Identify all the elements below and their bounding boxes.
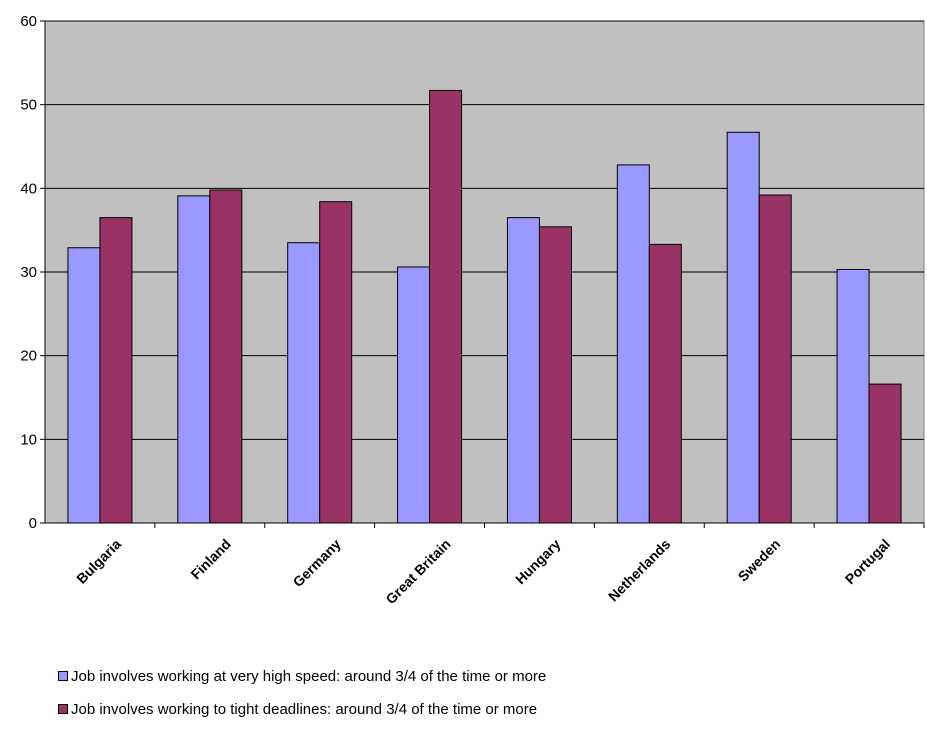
y-tick-label: 50 [20, 97, 37, 114]
legend-label-series-2: Job involves working to tight deadlines:… [71, 700, 538, 718]
y-tick-label: 20 [20, 348, 37, 365]
bar-finland-series-2 [209, 189, 243, 524]
category-label: Finland [187, 536, 234, 583]
bar-bulgaria-series-1 [67, 247, 101, 524]
bar-hungary-series-1 [506, 217, 540, 524]
category-label: Hungary [512, 536, 564, 588]
category-label: Great Britain [382, 536, 453, 607]
y-tick-labels: 0 10 20 30 40 50 60 [20, 13, 37, 532]
y-tick-label: 30 [20, 264, 37, 281]
category-label: Germany [290, 536, 344, 590]
legend-item-series-2: Job involves working to tight deadlines:… [58, 699, 546, 719]
legend: Job involves working at very high speed:… [58, 666, 546, 732]
bar-bulgaria-series-2 [99, 217, 133, 524]
bar-finland-series-1 [177, 195, 211, 524]
bar-hungary-series-2 [538, 226, 572, 524]
category-label: Sweden [735, 536, 784, 585]
bars [67, 89, 902, 524]
category-label: Netherlands [605, 536, 674, 605]
bar-sweden-series-2 [758, 194, 792, 524]
bar-great-britain-series-1 [397, 266, 431, 524]
bar-germany-series-1 [287, 242, 321, 524]
bar-great-britain-series-2 [429, 89, 463, 524]
category-label: Bulgaria [73, 536, 124, 587]
bar-sweden-series-1 [726, 131, 760, 524]
bar-netherlands-series-1 [616, 164, 650, 524]
legend-swatch-series-2 [58, 704, 68, 714]
axes [40, 20, 925, 528]
bar-germany-series-2 [319, 201, 353, 524]
plot-area [44, 20, 925, 524]
y-tick-label: 40 [20, 180, 37, 197]
category-labels: Bulgaria Finland Germany Great Britain Hunga… [73, 536, 893, 607]
y-tick-label: 10 [20, 431, 37, 448]
category-label: Portugal [842, 536, 893, 587]
bar-chart: 0 10 20 30 40 50 60 Bulgaria Finland Germany Grea… [20, 13, 925, 607]
y-tick-label: 60 [20, 13, 37, 30]
legend-label-series-1: Job involves working at very high speed:… [71, 667, 547, 685]
bar-portugal-series-2 [868, 383, 902, 524]
bar-portugal-series-1 [836, 268, 870, 524]
legend-swatch-series-1 [58, 671, 68, 681]
bar-netherlands-series-2 [648, 243, 682, 524]
legend-item-series-1: Job involves working at very high speed:… [58, 666, 546, 686]
y-tick-label: 0 [29, 515, 37, 532]
